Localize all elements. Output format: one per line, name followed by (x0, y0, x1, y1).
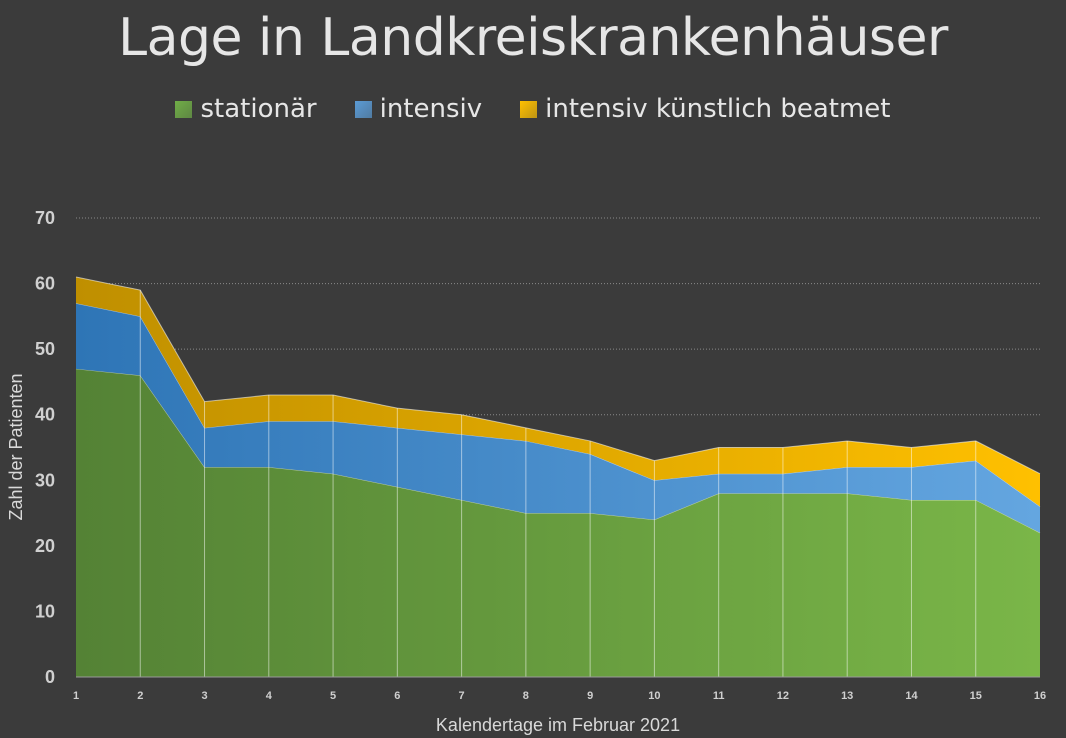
x-tick-label: 4 (266, 690, 273, 702)
chart-title: Lage in Landkreiskrankenhäuser (118, 8, 948, 68)
legend-label: intensiv künstlich beatmet (545, 94, 891, 124)
x-tick-label: 14 (905, 690, 918, 702)
legend-item-3: intensiv künstlich beatmet (520, 94, 891, 124)
legend-swatch (354, 100, 372, 118)
day-separators (76, 290, 1040, 678)
x-tick-label: 10 (648, 690, 660, 702)
y-tick-label: 70 (35, 208, 55, 228)
area-series-3 (76, 277, 1040, 507)
x-tick-label: 3 (201, 690, 207, 702)
y-tick-label: 50 (35, 339, 55, 359)
legend-label: stationär (200, 94, 317, 124)
x-tick-label: 13 (841, 690, 853, 702)
y-axis-label: Zahl der Patienten (6, 373, 26, 520)
legend-swatch (520, 100, 538, 118)
x-tick-label: 12 (777, 690, 789, 702)
x-tick-label: 6 (394, 690, 400, 702)
x-tick-label: 16 (1034, 690, 1046, 702)
legend-item-2: intensiv (354, 94, 483, 124)
y-tick-label: 10 (35, 601, 55, 621)
x-tick-label: 11 (713, 690, 725, 702)
x-tick-label: 8 (523, 690, 529, 702)
x-tick-label: 1 (73, 690, 79, 702)
x-axis-label: Kalendertage im Februar 2021 (436, 715, 680, 735)
x-tick-label: 2 (137, 690, 143, 702)
y-tick-label: 30 (35, 470, 55, 490)
area-series (75, 276, 1041, 677)
legend-swatch (175, 100, 193, 118)
x-tick-labels: 1 2 3 4 5 6 7 8 9 10 11 12 13 14 15 16 (73, 690, 1046, 702)
y-tick-label: 0 (45, 667, 55, 687)
x-tick-label: 5 (330, 690, 336, 702)
x-tick-label: 9 (587, 690, 593, 702)
y-tick-labels: 0 10 20 30 40 50 60 70 (35, 208, 55, 687)
x-tick-label: 7 (459, 690, 465, 702)
legend-label: intensiv (379, 94, 483, 124)
area-series-1 (76, 368, 1040, 677)
x-tick-label: 15 (970, 690, 982, 702)
y-tick-label: 60 (35, 274, 55, 294)
area-series-2 (76, 303, 1040, 533)
y-tick-label: 20 (35, 536, 55, 556)
legend: stationär intensiv intensiv künstlich beat… (0, 94, 1066, 124)
series-top-line (75, 276, 1041, 475)
legend-item-1: stationär (175, 94, 317, 124)
y-tick-label: 40 (35, 405, 55, 425)
